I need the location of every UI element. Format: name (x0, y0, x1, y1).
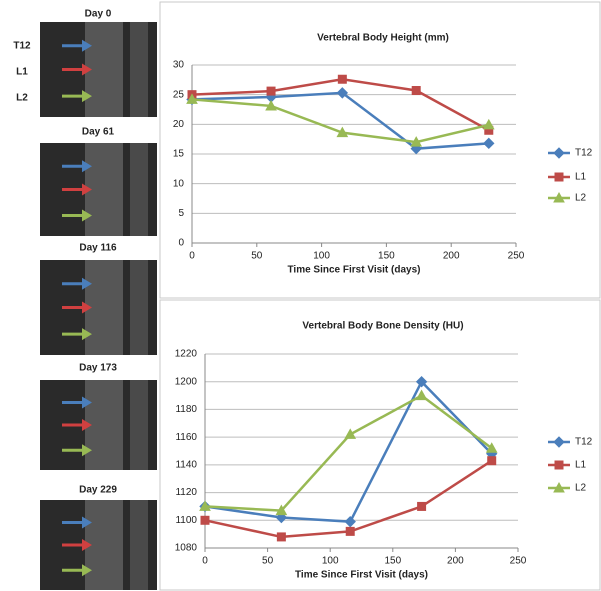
y-tick-label: 5 (178, 208, 184, 219)
y-tick-label: 1140 (175, 459, 197, 470)
day-label: Day 229 (79, 485, 117, 496)
legend-label: L1 (575, 460, 587, 471)
level-label: L2 (16, 93, 28, 104)
x-tick-label: 0 (202, 556, 208, 567)
marker (418, 502, 426, 510)
day-label: Day 0 (85, 9, 112, 20)
x-axis-label: Time Since First Visit (days) (287, 265, 420, 276)
cord (130, 500, 148, 590)
cord (130, 260, 148, 355)
legend-label: T12 (575, 148, 593, 159)
y-tick-label: 1220 (175, 349, 198, 360)
x-tick-label: 100 (313, 251, 330, 262)
legend-marker (555, 461, 563, 469)
x-tick-label: 250 (510, 556, 527, 567)
x-tick-label: 50 (262, 556, 274, 567)
legend-label: L2 (575, 193, 587, 204)
marker (277, 533, 285, 541)
x-axis-label: Time Since First Visit (days) (295, 570, 428, 581)
y-tick-label: 1200 (175, 376, 198, 387)
cord (130, 143, 148, 236)
y-tick-label: 1180 (175, 404, 197, 415)
y-tick-label: 1080 (175, 543, 198, 554)
x-tick-label: 200 (447, 556, 464, 567)
x-tick-label: 200 (443, 251, 460, 262)
level-label: L1 (16, 67, 28, 78)
day-label: Day 173 (79, 363, 117, 374)
marker (338, 75, 346, 83)
y-tick-label: 1120 (175, 487, 197, 498)
day-label: Day 116 (79, 243, 117, 254)
marker (267, 87, 275, 95)
x-tick-label: 250 (508, 251, 525, 262)
chart: Vertebral Body Height (mm) 0 5 10 15 20 25 30 0 5… (160, 2, 600, 298)
x-tick-label: 150 (378, 251, 395, 262)
day-label: Day 61 (82, 127, 115, 138)
legend-label: L2 (575, 483, 587, 494)
cord (130, 380, 148, 470)
x-tick-label: 100 (322, 556, 339, 567)
chart-title: Vertebral Body Bone Density (HU) (302, 321, 463, 332)
y-tick-label: 0 (178, 238, 184, 249)
y-tick-label: 10 (173, 178, 185, 189)
marker (488, 457, 496, 465)
marker (201, 516, 209, 524)
legend-marker (555, 173, 563, 181)
y-tick-label: 1100 (175, 515, 197, 526)
y-tick-label: 30 (173, 60, 185, 71)
x-tick-label: 50 (251, 251, 263, 262)
x-tick-label: 0 (189, 251, 195, 262)
chart: Vertebral Body Bone Density (HU) 1080 1100… (160, 300, 600, 590)
marker (346, 527, 354, 535)
y-tick-label: 25 (173, 89, 185, 100)
legend-label: T12 (575, 437, 593, 448)
figure: Day 0Day 61Day 116Day 173Day 229T12L1L2V… (0, 0, 601, 591)
marker (412, 87, 420, 95)
chart-frame (160, 300, 600, 590)
legend-label: L1 (575, 172, 587, 183)
cord (130, 22, 148, 117)
y-tick-label: 1160 (175, 432, 197, 443)
y-tick-label: 20 (173, 119, 185, 130)
level-label: T12 (13, 41, 31, 52)
x-tick-label: 150 (384, 556, 401, 567)
chart-title: Vertebral Body Height (mm) (317, 33, 449, 44)
y-tick-label: 15 (173, 149, 185, 160)
